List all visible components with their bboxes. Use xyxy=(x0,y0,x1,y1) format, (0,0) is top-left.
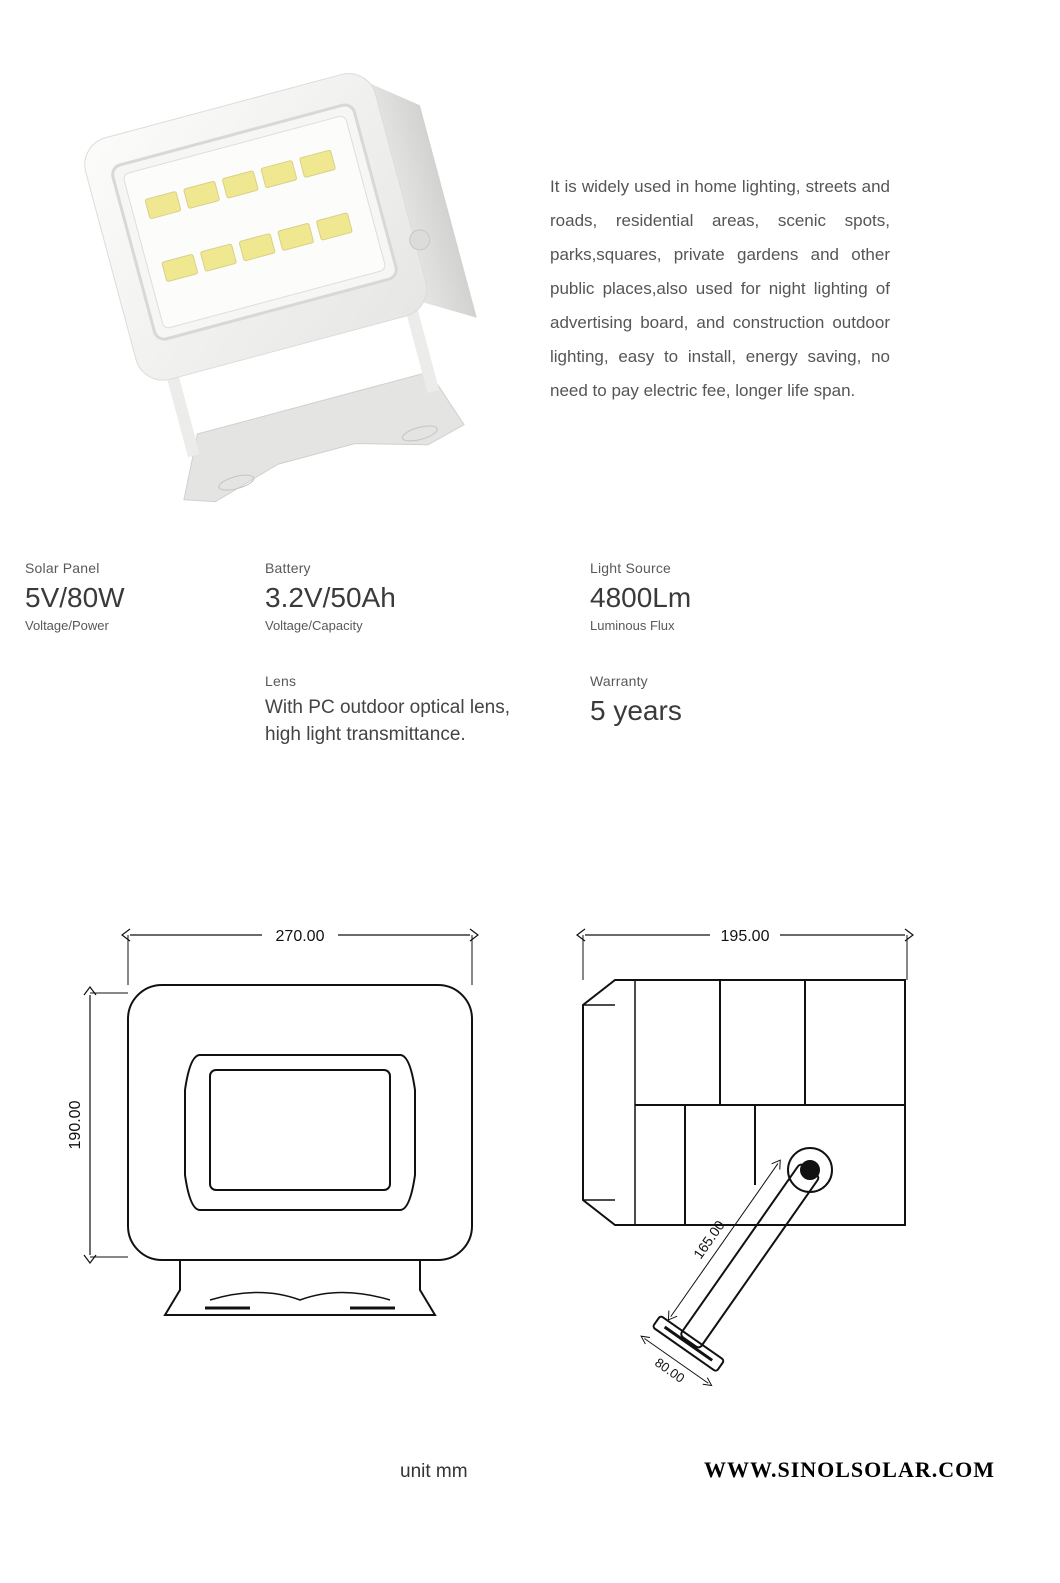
dim-base: 80.00 xyxy=(652,1355,687,1386)
technical-diagrams: 270.00 190.00 xyxy=(0,895,1060,1455)
spec-value: 5 years xyxy=(590,695,890,727)
spec-label: Battery xyxy=(265,560,590,576)
spec-label: Lens xyxy=(265,673,590,689)
spec-text: With PC outdoor optical lens, high light… xyxy=(265,695,545,748)
spec-value: 4800Lm xyxy=(590,582,890,614)
spec-battery: Battery 3.2V/50Ah Voltage/Capacity xyxy=(265,560,590,633)
dim-height: 190.00 xyxy=(67,1100,84,1149)
spec-solar-panel: Solar Panel 5V/80W Voltage/Power xyxy=(25,560,265,633)
unit-label: unit mm xyxy=(400,1461,468,1483)
spec-sub: Voltage/Power xyxy=(25,618,265,633)
dim-bracket: 165.00 xyxy=(690,1217,728,1261)
spec-label: Warranty xyxy=(590,673,890,689)
website-url: WWW.SINOLSOLAR.COM xyxy=(704,1457,995,1483)
product-description: It is widely used in home lighting, stre… xyxy=(550,170,890,408)
product-render xyxy=(30,20,510,520)
spec-sub: Luminous Flux xyxy=(590,618,890,633)
dim-width: 270.00 xyxy=(276,928,325,945)
dim-side-width: 195.00 xyxy=(721,928,770,945)
spec-value: 5V/80W xyxy=(25,582,265,614)
spec-label: Solar Panel xyxy=(25,560,265,576)
spec-warranty: Warranty 5 years xyxy=(590,673,890,748)
spec-grid: Solar Panel 5V/80W Voltage/Power Battery… xyxy=(25,560,1035,788)
spec-light-source: Light Source 4800Lm Luminous Flux xyxy=(590,560,890,633)
spec-sub: Voltage/Capacity xyxy=(265,618,590,633)
spec-value: 3.2V/50Ah xyxy=(265,582,590,614)
spec-lens: Lens With PC outdoor optical lens, high … xyxy=(265,673,590,748)
spec-label: Light Source xyxy=(590,560,890,576)
